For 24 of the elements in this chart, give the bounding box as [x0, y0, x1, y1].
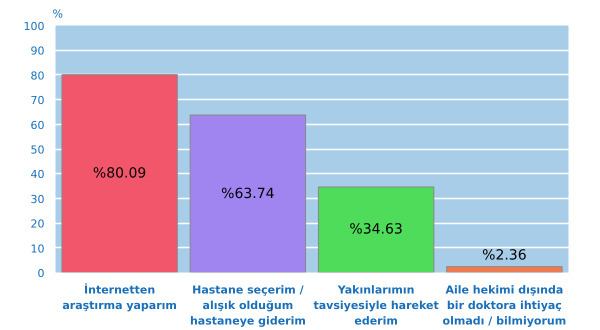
bar — [446, 266, 563, 272]
y-tick-label: 10 — [30, 242, 45, 256]
y-tick-label: 40 — [30, 168, 45, 182]
y-axis-title: % — [52, 8, 63, 20]
y-tick-label: 90 — [30, 44, 45, 58]
x-tick-label: Aile hekimi dışında bir doktora ihtiyaç olmadı / bilmiyorum — [442, 284, 566, 328]
y-tick-label: 50 — [30, 144, 45, 156]
y-tick-label: 30 — [30, 192, 45, 206]
y-tick-label: 100 — [24, 20, 45, 33]
y-tick-label: 0 — [38, 267, 44, 280]
x-tick-label: İnternetten araştırma yaparım — [62, 282, 177, 312]
x-tick-label: Yakınlarımın tavsiyesiyle hareket ederim — [314, 284, 439, 328]
x-tick-label: Hastane seçerim / alışık olduğum hastaneye giderim — [190, 284, 306, 328]
bar — [190, 114, 306, 272]
data-label: %63.74 — [221, 186, 275, 202]
y-tick-label: 70 — [30, 94, 45, 108]
bar — [318, 186, 434, 272]
y-tick-label: 20 — [30, 218, 45, 231]
bar — [61, 74, 178, 272]
data-label: %2.36 — [482, 248, 527, 264]
y-tick-label: 60 — [30, 118, 45, 132]
y-tick-label: 80 — [30, 69, 45, 82]
data-label: %34.63 — [349, 222, 403, 238]
data-label: %80.09 — [92, 166, 146, 182]
